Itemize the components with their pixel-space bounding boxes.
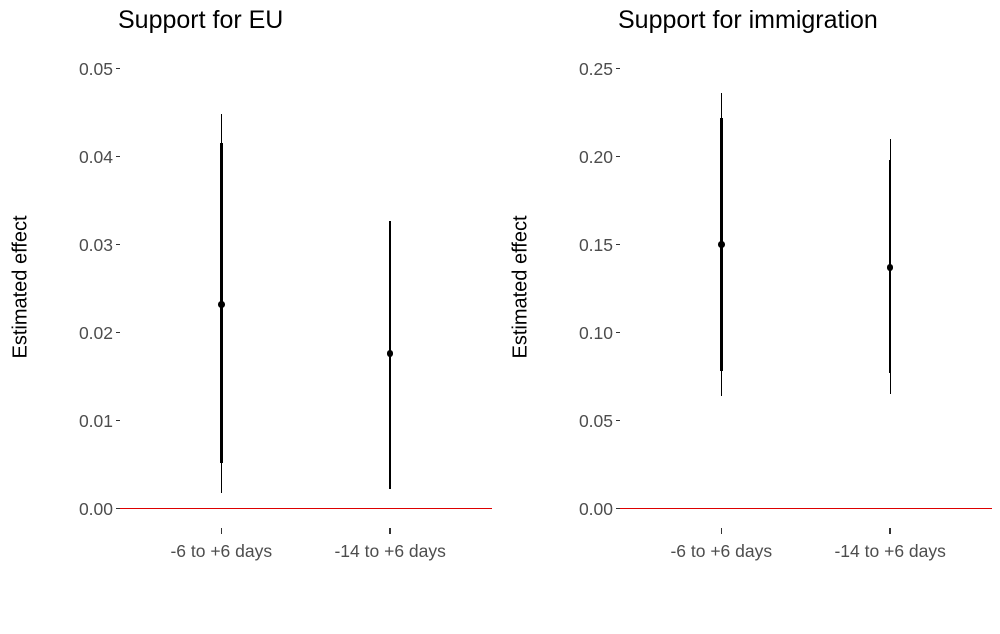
y-tick-label: 0.05 <box>78 58 113 79</box>
y-axis-tick <box>115 507 120 510</box>
zero-reference-line <box>120 507 492 510</box>
y-tick-label: 0.00 <box>578 498 613 519</box>
y-tick-label: 0.04 <box>78 146 113 167</box>
x-tick-label: -6 to +6 days <box>170 541 273 561</box>
y-tick-label: 0.05 <box>578 410 613 431</box>
plot-title: Support for EU <box>118 6 284 34</box>
x-axis-tick <box>720 528 723 534</box>
y-axis-tick <box>615 243 620 246</box>
y-tick-label: 0.10 <box>578 322 613 343</box>
y-tick-label: 0.15 <box>578 234 613 255</box>
x-tick-label: -14 to +6 days <box>334 541 446 561</box>
y-axis-tick <box>115 67 120 70</box>
y-tick-label: 0.01 <box>78 410 113 431</box>
y-axis-tick <box>115 243 120 246</box>
panel-support-immigration: Support for immigration Estimated effect… <box>500 0 1000 634</box>
panel-support-eu: Support for EU Estimated effect 0.00 0.01… <box>10 6 492 561</box>
x-axis-tick <box>889 528 891 534</box>
y-tick-label: 0.20 <box>578 146 613 167</box>
x-axis-tick <box>220 528 223 534</box>
y-axis-tick <box>615 67 620 70</box>
plot-title: Support for immigration <box>618 6 878 34</box>
y-tick-label: 0.25 <box>578 58 613 79</box>
x-tick-label: -6 to +6 days <box>670 541 773 561</box>
y-tick-label: 0.03 <box>78 234 113 255</box>
y-axis-tick <box>615 419 620 422</box>
y-axis-tick <box>615 331 620 334</box>
y-axis-tick <box>115 419 120 422</box>
point-estimate <box>718 241 725 248</box>
y-tick-label: 0.02 <box>78 322 113 343</box>
y-tick-label: 0.00 <box>78 498 113 519</box>
y-axis-tick <box>115 331 120 334</box>
y-axis-tick <box>615 155 620 158</box>
point-estimate <box>218 301 225 308</box>
zero-reference-line <box>620 507 992 510</box>
point-estimate <box>886 264 894 271</box>
y-axis-tick <box>115 155 120 158</box>
x-axis-tick <box>389 528 391 534</box>
y-axis-tick <box>615 507 620 510</box>
x-tick-label: -14 to +6 days <box>834 541 946 561</box>
point-estimate <box>386 350 394 357</box>
